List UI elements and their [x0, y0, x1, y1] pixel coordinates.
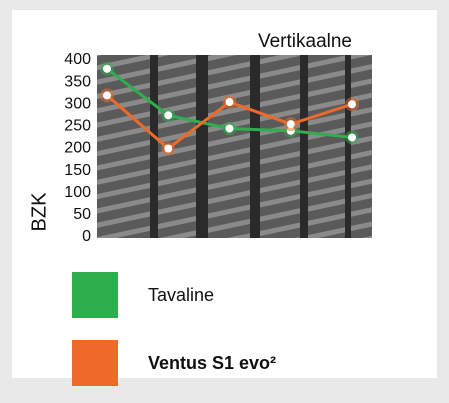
y-tick-label: 100: [64, 184, 91, 201]
y-tick-label: 350: [64, 73, 91, 90]
point: [164, 111, 173, 120]
point: [348, 100, 356, 109]
legend-label: Ventus S1 evo²: [148, 353, 276, 373]
point: [348, 133, 356, 142]
y-tick-label: 50: [73, 206, 91, 223]
y-tick-label: 200: [64, 140, 91, 157]
y-tick-label: 400: [64, 51, 91, 68]
point: [225, 124, 234, 133]
y-tick-label: 0: [82, 228, 91, 245]
y-tick-label: 150: [64, 162, 91, 179]
chart-title: Vertikaalne: [258, 31, 352, 52]
point: [164, 144, 173, 153]
legend-label: Tavaline: [148, 285, 214, 305]
legend-swatch: [72, 340, 118, 386]
y-tick-label: 250: [64, 118, 91, 135]
legend-swatch: [72, 272, 118, 318]
point: [103, 91, 111, 100]
point: [286, 120, 295, 129]
point: [225, 98, 234, 107]
tire-image: [97, 55, 372, 238]
y-axis-label: BZK: [28, 192, 50, 232]
point: [103, 64, 111, 73]
y-tick-label: 300: [64, 95, 91, 112]
